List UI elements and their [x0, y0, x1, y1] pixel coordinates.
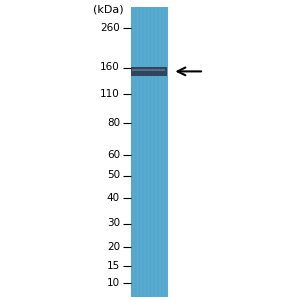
- Bar: [132, 69, 165, 71]
- Text: 80: 80: [107, 118, 120, 128]
- Text: 60: 60: [107, 149, 120, 160]
- Text: 110: 110: [100, 89, 120, 100]
- Text: 15: 15: [107, 261, 120, 272]
- Text: 160: 160: [100, 62, 120, 73]
- Text: 50: 50: [107, 170, 120, 181]
- Text: (kDa): (kDa): [93, 4, 123, 15]
- Text: 20: 20: [107, 242, 120, 252]
- Text: 260: 260: [100, 22, 120, 33]
- Text: 40: 40: [107, 193, 120, 203]
- Text: 30: 30: [107, 218, 120, 229]
- Bar: [130, 67, 166, 76]
- Text: 10: 10: [107, 278, 120, 288]
